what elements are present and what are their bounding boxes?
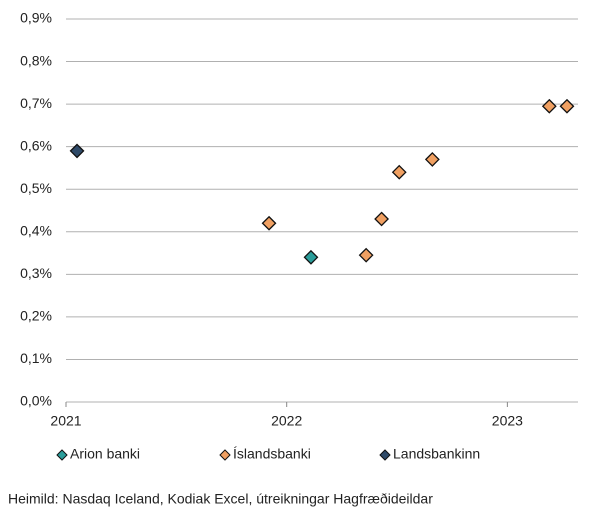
y-tick-label: 0,9% <box>20 10 52 26</box>
legend-label: Landsbankinn <box>393 446 480 462</box>
y-tick-label: 0,4% <box>20 222 52 238</box>
y-tick-label: 0,3% <box>20 265 52 281</box>
legend-label: Íslandsbanki <box>233 446 311 462</box>
point <box>303 249 319 265</box>
legend-marker <box>56 449 68 461</box>
y-tick-label: 0,1% <box>20 350 52 366</box>
legend-marker <box>219 449 231 461</box>
y-tick-label: 0,7% <box>20 95 52 111</box>
x-tick-label: 2023 <box>492 413 523 429</box>
y-tick-label: 0,0% <box>20 393 52 409</box>
point <box>541 98 557 114</box>
y-tick-label: 0,5% <box>20 180 52 196</box>
point <box>261 215 277 231</box>
point <box>69 143 85 159</box>
point <box>559 98 575 114</box>
point <box>391 164 407 180</box>
point <box>424 152 440 167</box>
point <box>374 211 390 227</box>
legend-marker <box>379 449 391 461</box>
y-tick-label: 0,8% <box>20 52 52 68</box>
point <box>358 247 374 263</box>
y-tick-label: 0,6% <box>20 137 52 153</box>
x-tick-label: 2022 <box>271 413 302 429</box>
y-tick-label: 0,2% <box>20 308 52 324</box>
source-note: Heimild: Nasdaq Iceland, Kodiak Excel, ú… <box>8 491 433 507</box>
legend-label: Arion banki <box>70 446 140 462</box>
x-tick-label: 2021 <box>50 413 81 429</box>
